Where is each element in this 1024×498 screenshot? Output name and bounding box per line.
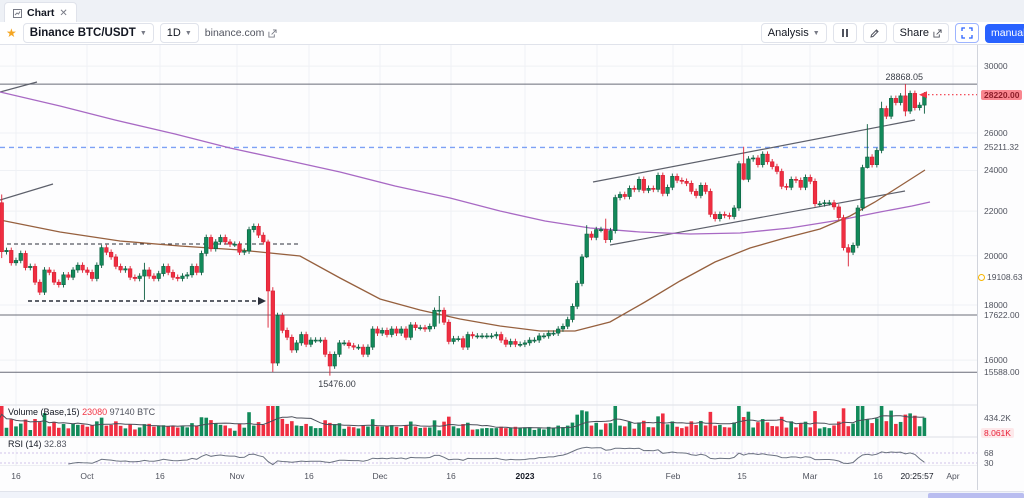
- time-tick-label: 15: [737, 471, 747, 481]
- ma-200-line: [0, 91, 931, 235]
- price-level-label: 17622.00: [984, 309, 1020, 320]
- volume-scale-label: 434.2K: [984, 413, 1011, 423]
- time-tick-label: 16: [873, 471, 883, 481]
- time-tick-label: 16: [155, 471, 165, 481]
- share-label: Share: [899, 27, 929, 39]
- interval-selector[interactable]: 1D ▼: [159, 23, 199, 43]
- interval-label: 1D: [166, 27, 181, 39]
- low-annotation: 15476.00: [318, 379, 356, 389]
- last-price-arrow-icon: [919, 91, 927, 99]
- time-tick-label: Apr: [946, 471, 960, 481]
- symbol-label: Binance BTC/USDT: [29, 27, 136, 39]
- close-icon[interactable]: ✕: [59, 7, 68, 19]
- bar-countdown-timer: 20:25:57: [900, 471, 934, 481]
- price-level-label: 15588.00: [984, 367, 1020, 378]
- price-tick-label: 22000: [984, 206, 1008, 217]
- draw-button[interactable]: [862, 23, 887, 43]
- time-tick-label: 16: [446, 471, 456, 481]
- drawings-layer: [0, 81, 977, 373]
- external-link-icon: [933, 28, 942, 38]
- chevron-down-icon: ▼: [812, 29, 820, 37]
- rsi-line: [68, 446, 925, 466]
- time-tick-label: Oct: [80, 471, 94, 481]
- last-price-label: 28220.00: [981, 89, 1023, 100]
- price-tick-label: 30000: [984, 61, 1008, 72]
- fullscreen-icon: [961, 27, 973, 39]
- pause-icon: [841, 29, 848, 37]
- price-chart[interactable]: 28868.05 15476.00: [0, 45, 977, 466]
- price-tick-label: 24000: [984, 165, 1008, 176]
- manual-button[interactable]: manual: [985, 23, 1024, 43]
- rsi-indicator-label: RSI (14): [8, 439, 42, 449]
- ma-50-line: [0, 169, 926, 332]
- rsi-upper-label: 68: [984, 448, 994, 458]
- time-tick-label: Feb: [665, 471, 681, 481]
- time-tick-label: 16: [304, 471, 314, 481]
- chevron-down-icon: ▼: [184, 29, 192, 37]
- volume-ma-value: 97140 BTC: [109, 407, 156, 417]
- volume-status-line[interactable]: Volume (Base,15) 23080 97140 BTC: [8, 407, 155, 417]
- price-tick-label: 26000: [984, 128, 1008, 139]
- volume-current-value: 23080: [82, 407, 108, 417]
- exchange-link[interactable]: binance.com: [205, 27, 278, 39]
- time-tick-label: 16: [11, 471, 21, 481]
- time-tick-label: Mar: [802, 471, 818, 481]
- time-tick-label: Dec: [372, 471, 388, 481]
- chart-toolbar: ★ Binance BTC/USDT ▼ 1D ▼ binance.com An…: [0, 22, 1024, 45]
- pencil-icon: [870, 28, 879, 38]
- share-button[interactable]: Share: [892, 23, 949, 43]
- chart-stage: 28868.05 15476.00 Volume (Base,15) 23080 …: [0, 45, 1024, 498]
- volume-current-label: 8.061K: [981, 428, 1014, 438]
- alert-icon[interactable]: [978, 274, 985, 282]
- chart-tab-icon: [13, 8, 22, 18]
- external-link-icon: [268, 28, 277, 38]
- analysis-dropdown[interactable]: Analysis ▼: [760, 23, 827, 43]
- volume-ma-line: [0, 413, 925, 429]
- grid-layer: [0, 45, 977, 466]
- fullscreen-button[interactable]: [955, 23, 979, 43]
- price-tick-label: 18000: [984, 300, 1008, 311]
- exchange-link-label: binance.com: [204, 27, 265, 39]
- rsi-status-line[interactable]: RSI (14) 32.83: [8, 439, 67, 449]
- tab-chart[interactable]: Chart ✕: [4, 2, 77, 23]
- time-tick-label: 2023: [515, 471, 535, 481]
- horizontal-scrollbar: [0, 491, 1024, 498]
- time-tick-label: 16: [592, 471, 602, 481]
- price-tick-label: 20000: [984, 250, 1008, 261]
- price-level-label: 25211.32: [984, 142, 1019, 153]
- price-tick-label: 16000: [984, 355, 1008, 366]
- chevron-down-icon: ▼: [139, 29, 147, 37]
- time-tick-label: Nov: [229, 471, 245, 481]
- symbol-selector[interactable]: Binance BTC/USDT ▼: [22, 23, 154, 43]
- favorite-star-icon[interactable]: ★: [6, 26, 17, 40]
- rsi-current-value: 32.83: [44, 439, 67, 449]
- high-annotation: 28868.05: [885, 72, 923, 82]
- volume-layer: [0, 406, 927, 436]
- tab-bar: Chart ✕: [0, 0, 1024, 23]
- scrollbar-thumb[interactable]: [928, 493, 1024, 498]
- analysis-label: Analysis: [767, 27, 809, 39]
- rsi-lower-label: 30: [984, 458, 994, 468]
- price-axis[interactable]: 30000 26000 24000 22000 20000 18000 16000 28220…: [977, 45, 1024, 490]
- volume-indicator-label: Volume (Base,15): [8, 407, 80, 417]
- pause-button[interactable]: [832, 23, 857, 43]
- price-level-label: 19108.63: [987, 272, 1023, 283]
- tab-title: Chart: [27, 7, 55, 19]
- time-axis[interactable]: 16 Oct 16 Nov 16 Dec 16 2023 16 Feb 15 Mar 16 Apr 20:2…: [0, 466, 977, 490]
- candles-layer: [0, 84, 927, 376]
